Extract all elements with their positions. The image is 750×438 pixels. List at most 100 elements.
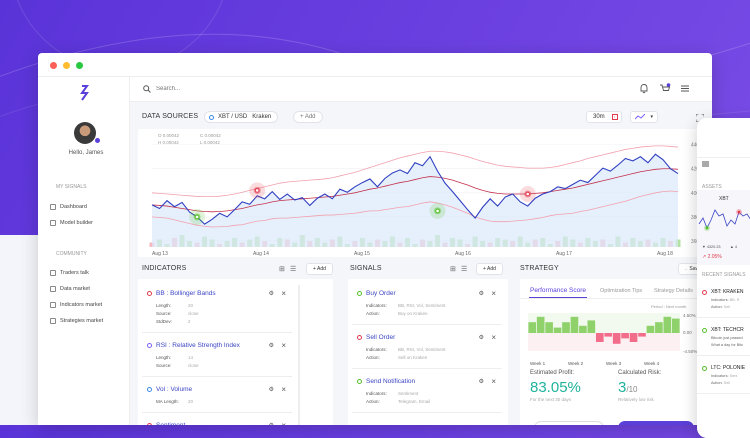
interval-select[interactable]: 30m › <box>586 111 622 123</box>
signals-grid-view-icon[interactable]: ⊞ <box>450 266 456 273</box>
chart-type-select[interactable]: ▾ <box>630 111 658 123</box>
signal-card[interactable]: Send Notification ⚙ × Indicators: Sentiment A… <box>352 373 502 413</box>
close-icon[interactable]: × <box>491 377 496 386</box>
indicator-card[interactable]: RSI : Relative Strength Index ⚙ × Length: 14… <box>142 337 292 377</box>
nav-indicators-market[interactable]: Indicators market <box>50 302 102 308</box>
add-indicator-button[interactable]: + Add <box>306 263 333 275</box>
tune-icon[interactable]: ⚙ <box>268 343 274 349</box>
tune-icon[interactable]: ⚙ <box>269 422 274 425</box>
mobile-menu-icon[interactable] <box>702 161 709 167</box>
gain-bar <box>671 318 680 333</box>
bb-upper-line <box>151 145 679 198</box>
line1-value: BB, R <box>729 298 740 302</box>
indicator-card[interactable]: BB : Bollinger Bands ⚙ × Length: 20 Source: cl… <box>142 285 292 333</box>
maximize-dot[interactable] <box>76 62 83 69</box>
signal-marker <box>254 188 260 193</box>
gain-bar <box>587 320 596 333</box>
indicator-card-title: BB : Bollinger Bands <box>156 290 216 297</box>
add-source-button[interactable]: + Add <box>293 111 323 123</box>
data-icon <box>50 286 56 292</box>
signal-marker <box>194 214 200 220</box>
signal-card[interactable]: Buy Order ⚙ × Indicators: BB, RSI, Vol, Sent… <box>352 285 502 325</box>
mobile-signal-item[interactable]: XBT: TECHCR Bitcoin just passed What a da… <box>697 322 750 356</box>
nav-strategies-market-label: Strategies market <box>60 318 104 324</box>
nav-dashboard[interactable]: Dashboard <box>50 204 87 210</box>
signal-field: Indicators: BB, RSI, Vol, Sentiment <box>366 303 446 308</box>
close-icon[interactable]: × <box>281 385 286 394</box>
interval-chevron-icon: › <box>611 114 618 120</box>
tune-icon[interactable]: ⚙ <box>268 291 274 297</box>
signals-panel: Buy Order ⚙ × Indicators: BB, RSI, Vol, Sent… <box>348 279 508 425</box>
indicator-card-title: Vol : Volume <box>156 386 193 393</box>
mobile-signal-item[interactable]: XBT: KRAKEN Indicators: BB, R Action: Sell <box>697 284 750 318</box>
loss-bar <box>638 333 646 337</box>
bell-icon[interactable] <box>639 83 649 94</box>
indicator-card-title: RSI : Relative Strength Index <box>156 342 240 349</box>
field-value: 20 <box>188 303 194 308</box>
close-icon[interactable]: × <box>491 289 496 298</box>
line-chart-icon <box>635 114 645 120</box>
menu-icon[interactable] <box>681 85 689 92</box>
close-icon[interactable]: × <box>281 421 286 425</box>
indicator-card[interactable]: Sentiment ⚙ × <box>142 417 292 425</box>
secondary-button[interactable] <box>534 421 604 425</box>
indicators-title: INDICATORS <box>142 265 187 272</box>
tab-optimization-tips[interactable]: Optimization Tips <box>600 288 643 294</box>
indicator-card[interactable]: Vol : Volume ⚙ × MA Length: 20 <box>142 381 292 413</box>
mobile-signal-name: XBT: TECHCR <box>711 327 744 333</box>
profit-label: Estimated Profit: <box>530 370 575 376</box>
close-icon[interactable]: × <box>281 341 286 350</box>
nav-traders-talk[interactable]: Traders talk <box>50 270 89 276</box>
loss-bar <box>604 333 613 337</box>
period-select[interactable]: Period : Next month <box>651 304 687 309</box>
mobile-asset-chart <box>698 209 750 231</box>
indicators-icon <box>50 302 56 308</box>
logo-icon <box>80 85 89 101</box>
close-icon[interactable]: × <box>281 289 286 298</box>
mobile-signal-item[interactable]: LTC: POLONIE Indicators: Sent Action: Sell <box>697 360 750 394</box>
primary-button[interactable] <box>618 421 694 425</box>
y-tick-label: 4400 <box>691 143 702 149</box>
field-key: Length: <box>156 355 172 360</box>
avatar[interactable] <box>74 122 96 144</box>
mobile-signal-line1: Indicators: BB, R <box>711 298 740 302</box>
tune-icon[interactable]: ⚙ <box>478 379 484 385</box>
exchange-label: Kraken <box>252 114 272 120</box>
field-key: Action: <box>366 311 380 316</box>
field-key: Source: <box>156 363 172 368</box>
close-dot[interactable] <box>50 62 57 69</box>
pair-pill[interactable]: XBT / USD Kraken <box>204 111 279 123</box>
signals-list-view-icon[interactable]: ☰ <box>461 266 468 273</box>
risk-note: Relatively low risk <box>618 397 654 402</box>
mobile-asset-card[interactable]: XBT ▼ 4320.23 ▲ 4 ↗ 2.05% <box>697 190 750 265</box>
close-icon[interactable]: × <box>491 333 496 342</box>
y-tick-label: 3600 <box>691 239 702 245</box>
ohlc-c: C 0.00042 <box>200 133 221 138</box>
nav-data-market[interactable]: Data market <box>50 286 90 292</box>
indicator-field: Source: close <box>156 363 199 368</box>
tune-icon[interactable]: ⚙ <box>478 335 484 341</box>
gain-bar <box>528 322 537 333</box>
tab-performance-score[interactable]: Performance Score <box>530 287 586 294</box>
search-input[interactable] <box>156 83 356 95</box>
gain-bar <box>536 316 545 333</box>
indicators-scrollbar[interactable] <box>298 285 300 425</box>
grid-view-icon[interactable]: ⊞ <box>279 266 285 273</box>
ohlc-value: 0.00042 <box>203 140 220 145</box>
gain-bar <box>655 322 663 333</box>
signal-card[interactable]: Sell Order ⚙ × Indicators: BB, RSI, Vol, Sen… <box>352 329 502 369</box>
nav-strategies-market[interactable]: Strategies market <box>50 318 104 324</box>
tab-strategy-details[interactable]: Strategy Details <box>654 288 693 294</box>
tune-icon[interactable]: ⚙ <box>268 387 274 393</box>
price-chart[interactable]: 4400 4200 4000 3800 3600 Aug 13 Aug 14 Aug 15 Au… <box>138 129 708 257</box>
tune-icon[interactable]: ⚙ <box>478 291 484 297</box>
ohlc-o: O 0.00042 <box>158 133 179 138</box>
mobile-signal-line2: Action: Sell <box>711 381 730 385</box>
cart-icon[interactable] <box>659 83 671 94</box>
add-signal-button[interactable]: + Add <box>476 263 503 275</box>
field-key: Action: <box>366 355 380 360</box>
field-key: Action: <box>366 399 380 404</box>
list-view-icon[interactable]: ☰ <box>290 266 297 273</box>
nav-model-builder[interactable]: Model builder <box>50 220 93 226</box>
minimize-dot[interactable] <box>63 62 70 69</box>
